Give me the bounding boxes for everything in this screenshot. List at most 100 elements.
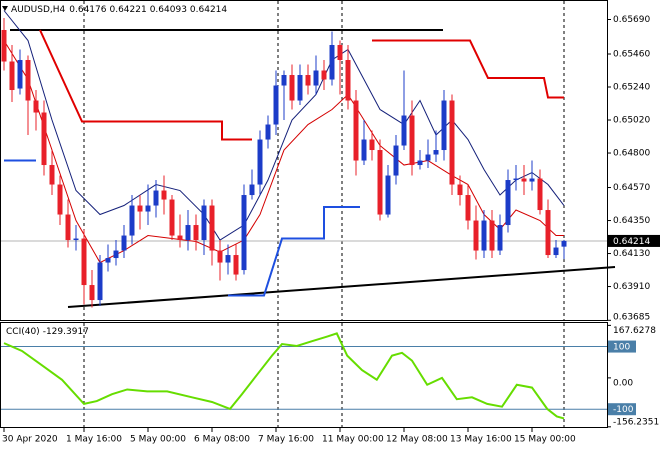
open-value: 0.64176 (69, 5, 106, 15)
low-value: 0.64093 (150, 5, 187, 15)
x-tick-label: 7 May 16:00 (258, 435, 314, 445)
candle-body (113, 250, 119, 259)
candle-body (49, 165, 55, 185)
candle-body (129, 205, 135, 236)
high-value: 0.64221 (109, 5, 146, 15)
cci-tick-label: 167.6278 (613, 326, 656, 336)
candle-body (441, 100, 447, 151)
candle-body (497, 225, 503, 251)
candle-body (121, 235, 127, 251)
candle-body (329, 45, 335, 80)
candle-body (521, 178, 527, 182)
symbol: AUDUSD,H4 (11, 5, 66, 15)
candle-body (481, 220, 487, 251)
candle-body (409, 115, 415, 166)
candle-body (1, 30, 7, 62)
candle-body (425, 154, 431, 161)
cci-level-box (608, 403, 636, 416)
candle-body (65, 214, 71, 241)
candle-body (233, 255, 239, 275)
candle-body (185, 225, 191, 241)
y-tick-label: 0.65020 (613, 116, 650, 126)
current-price-box (607, 234, 660, 247)
x-tick-label: 30 Apr 2020 (2, 435, 58, 445)
candle-body (217, 250, 223, 263)
candle-body (57, 184, 63, 215)
chart-header: AUDUSD,H4 0.64176 0.64221 0.64093 0.64214 (11, 5, 227, 15)
indicator-line (39, 29, 252, 141)
candle-body (249, 184, 255, 196)
y-tick-label: 0.63910 (613, 282, 650, 292)
y-tick-label: 0.64570 (613, 183, 650, 193)
candle-body (177, 235, 183, 241)
candle-body (433, 150, 439, 155)
candle-body (257, 139, 263, 185)
candle-body (153, 190, 159, 206)
cci-level-label: 100 (613, 343, 630, 353)
cci-value: -129.3917 (43, 327, 89, 337)
cci-title: CCI(40) (6, 327, 40, 337)
candle-body (369, 139, 375, 151)
candle-body (169, 199, 175, 236)
candle-body (361, 139, 367, 161)
candle-body (449, 100, 455, 185)
candle-body (41, 112, 47, 166)
candle-body (289, 75, 295, 101)
candle-body (457, 184, 463, 196)
candle-body (273, 85, 279, 125)
price-panel-frame (0, 0, 608, 321)
candle-body (313, 70, 319, 86)
y-tick-label: 0.65460 (613, 50, 650, 60)
cci-tick-label: -156.2351 (613, 418, 659, 428)
indicator-line (228, 206, 360, 297)
candle-body (305, 75, 311, 86)
candle-body (89, 285, 95, 301)
candle-body (9, 61, 15, 91)
cci-panel-frame (0, 322, 608, 428)
y-tick-label: 0.64350 (613, 216, 650, 226)
y-tick-label: 0.64800 (613, 149, 650, 159)
candle-body (17, 60, 23, 89)
candle-body (465, 195, 471, 221)
cci-line (3, 332, 565, 420)
candle-body (537, 178, 543, 211)
candle-body (337, 45, 343, 61)
current-price-label: 0.64214 (613, 237, 650, 247)
candle-body (489, 220, 495, 251)
candle-body (345, 60, 351, 101)
cci-level-box (608, 340, 636, 353)
x-tick-label: 12 May 08:00 (386, 435, 448, 445)
y-tick-label: 0.63685 (613, 313, 650, 323)
candle-body (505, 180, 511, 226)
cci-header: CCI(40) -129.3917 (6, 327, 89, 337)
x-tick-label: 11 May 00:00 (322, 435, 384, 445)
candle-body (209, 205, 215, 251)
candle-body (545, 210, 551, 256)
candle-body (81, 238, 87, 286)
cci-level-label: -100 (613, 405, 634, 415)
trend-line (67, 266, 616, 308)
x-tick-label: 13 May 16:00 (450, 435, 512, 445)
candle-body (145, 205, 151, 212)
candle-body (241, 195, 247, 271)
candle-body (33, 100, 39, 113)
candle-body (225, 255, 231, 263)
cci-tick-label: 0.00 (613, 378, 633, 388)
candle-body (321, 70, 327, 80)
candle-body (473, 220, 479, 251)
x-tick-label: 15 May 00:00 (514, 435, 576, 445)
candle-body (73, 238, 79, 241)
y-tick-label: 0.65690 (613, 15, 650, 25)
candle-body (513, 178, 519, 181)
candle-body (25, 60, 31, 101)
indicator-line (372, 39, 564, 99)
candle-body (353, 100, 359, 161)
candle-body (417, 160, 423, 166)
candle-body (105, 258, 111, 263)
y-tick-label: 0.64130 (613, 249, 650, 259)
x-tick-label: 1 May 16:00 (66, 435, 122, 445)
y-tick-label: 0.65240 (613, 83, 650, 93)
candle-body (265, 124, 271, 140)
close-value: 0.64214 (190, 5, 227, 15)
candle-body (161, 190, 167, 200)
